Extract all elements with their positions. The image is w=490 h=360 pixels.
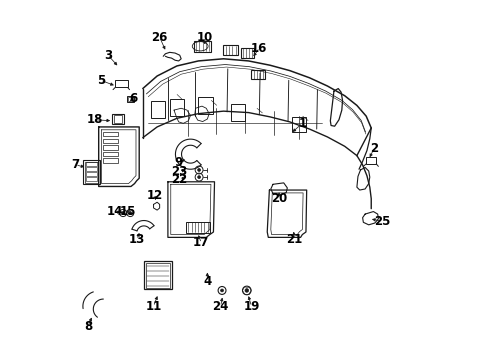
Text: 18: 18	[87, 113, 103, 126]
Text: 20: 20	[271, 192, 287, 205]
Text: 3: 3	[104, 49, 112, 62]
Text: 17: 17	[193, 236, 209, 249]
Bar	[86, 162, 97, 166]
Bar	[114, 115, 122, 123]
Bar	[103, 145, 119, 149]
Bar	[103, 152, 119, 156]
Text: 9: 9	[174, 156, 183, 169]
Bar	[293, 117, 306, 132]
Text: 2: 2	[370, 142, 378, 155]
Bar	[86, 172, 97, 176]
Bar	[171, 99, 184, 116]
Circle shape	[129, 212, 132, 215]
Bar	[103, 139, 119, 143]
Bar	[103, 158, 119, 163]
Text: 15: 15	[119, 205, 136, 218]
Text: 5: 5	[97, 74, 105, 87]
Text: 8: 8	[84, 320, 92, 333]
Circle shape	[245, 289, 248, 292]
Text: 1: 1	[298, 117, 306, 130]
Bar	[251, 70, 265, 79]
Text: 24: 24	[213, 300, 229, 313]
Text: 6: 6	[129, 92, 137, 105]
Text: 14: 14	[107, 205, 123, 218]
Bar	[115, 80, 128, 87]
Circle shape	[122, 212, 124, 215]
Bar	[241, 48, 254, 58]
Text: 23: 23	[172, 165, 188, 177]
Circle shape	[197, 168, 200, 171]
Text: 7: 7	[72, 158, 80, 171]
Text: 26: 26	[151, 31, 168, 44]
Bar	[85, 162, 98, 183]
Text: 11: 11	[146, 300, 162, 313]
Bar	[231, 104, 245, 121]
Text: 13: 13	[128, 233, 145, 246]
Bar	[186, 222, 210, 233]
Bar	[86, 167, 97, 171]
Bar	[194, 41, 211, 51]
Bar	[198, 97, 213, 114]
Text: 22: 22	[172, 173, 188, 186]
Bar	[86, 177, 97, 181]
Bar	[83, 160, 100, 184]
Bar	[146, 263, 170, 288]
Bar	[128, 97, 133, 101]
Bar	[366, 157, 376, 164]
Text: 4: 4	[203, 275, 212, 288]
Text: 21: 21	[286, 233, 303, 246]
Text: 12: 12	[147, 189, 163, 202]
Bar	[103, 132, 119, 136]
Text: 25: 25	[374, 215, 390, 228]
Bar	[144, 261, 172, 289]
Text: 16: 16	[251, 41, 268, 54]
Bar	[126, 96, 134, 102]
Bar	[112, 114, 124, 125]
Text: 10: 10	[196, 31, 213, 44]
Text: 19: 19	[243, 300, 260, 313]
Circle shape	[197, 176, 200, 179]
Circle shape	[220, 289, 223, 292]
Bar	[151, 101, 166, 118]
Bar	[223, 45, 238, 55]
